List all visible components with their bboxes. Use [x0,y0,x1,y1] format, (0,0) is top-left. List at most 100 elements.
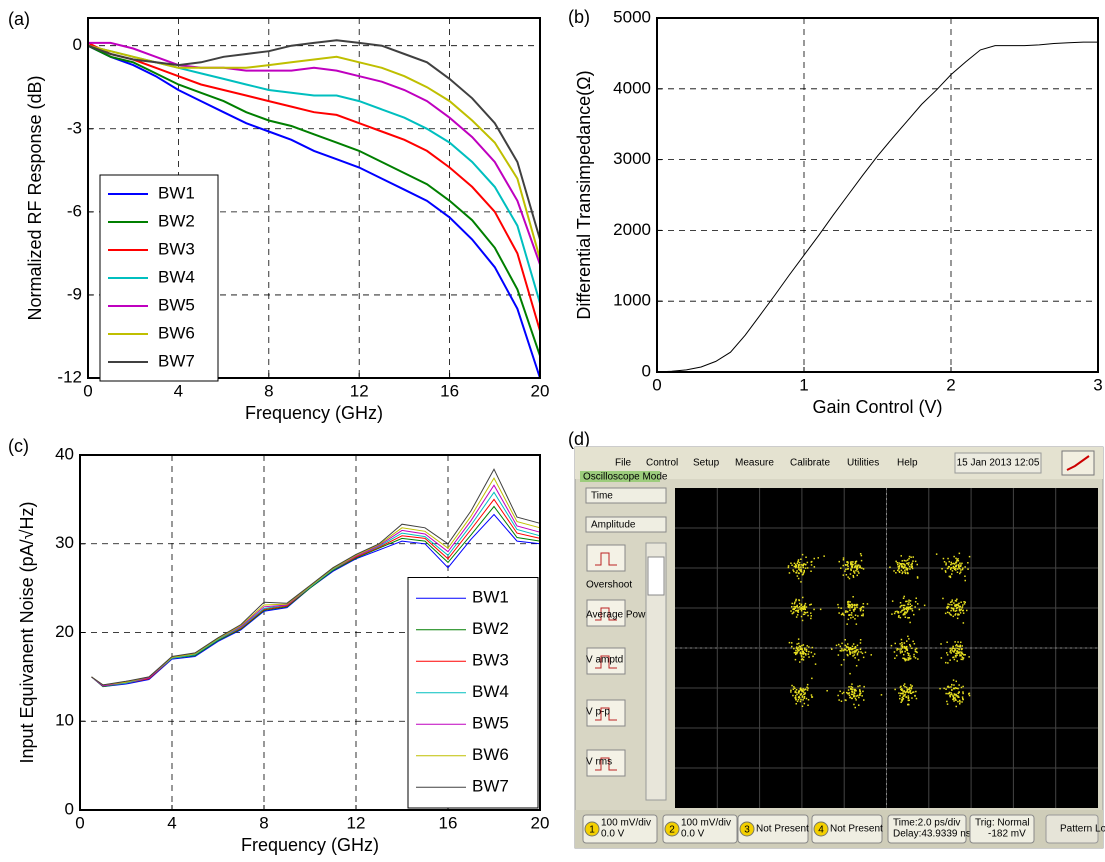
constellation-dot [946,642,948,644]
constellation-dot [953,602,955,604]
pattern-lock: Pattern Lock [1060,824,1105,835]
constellation-dot [845,569,847,571]
constellation-dot [797,575,799,577]
constellation-dot [811,561,813,563]
constellation-dot [953,651,955,653]
constellation-dot [909,644,911,646]
constellation-dot [788,565,790,567]
constellation-dot [861,607,863,609]
constellation-dot [909,568,911,570]
y-tick-label: -9 [67,284,82,303]
constellation-dot [847,693,849,695]
constellation-dot [904,647,906,649]
constellation-dot [796,643,798,645]
constellation-dot [847,566,849,568]
constellation-dot [854,654,856,656]
constellation-dot [858,572,860,574]
constellation-dot [950,610,952,612]
constellation-dot [947,654,949,656]
constellation-dot [957,660,959,662]
constellation-dot [960,655,962,657]
constellation-dot [794,688,796,690]
constellation-dot [800,699,802,701]
constellation-dot [954,697,956,699]
constellation-dot [961,659,963,661]
constellation-dot [856,665,858,667]
x-axis-label: Frequency (GHz) [241,835,379,855]
constellation-dot [907,573,909,575]
constellation-dot [799,661,801,663]
constellation-dot [953,556,955,558]
y-axis-label: Differential Transimpedance(Ω) [574,70,594,319]
constellation-dot [807,705,809,707]
constellation-dot [852,648,854,650]
constellation-dot [901,651,903,653]
constellation-dot [945,662,947,664]
constellation-dot [801,649,803,651]
constellation-dot [861,560,863,562]
constellation-dot [959,653,961,655]
y-tick-label: 20 [55,622,74,641]
constellation-dot [911,688,913,690]
constellation-dot [857,645,859,647]
constellation-dot [960,566,962,568]
constellation-dot [804,703,806,705]
constellation-dot [960,612,962,614]
constellation-dot [803,567,805,569]
constellation-dot [897,648,899,650]
constellation-dot [862,613,864,615]
constellation-dot [865,652,867,654]
constellation-dot [956,655,958,657]
constellation-dot [908,695,910,697]
constellation-dot [802,606,804,608]
constellation-dot [953,563,955,565]
constellation-dot [912,685,914,687]
constellation-dot [855,698,857,700]
constellation-dot [805,654,807,656]
constellation-dot [908,653,910,655]
constellation-dot [917,658,919,660]
constellation-dot [960,645,962,647]
constellation-dot [908,600,910,602]
constellation-dot [851,604,853,606]
constellation-dot [843,692,845,694]
constellation-dot [950,696,952,698]
constellation-dot [840,646,842,648]
constellation-dot [924,605,926,607]
y-tick-label: 3000 [613,149,651,168]
constellation-dot [904,596,906,598]
constellation-dot [801,607,803,609]
constellation-dot [903,568,905,570]
legend-label: BW3 [158,239,195,258]
constellation-dot [797,607,799,609]
constellation-dot [953,657,955,659]
constellation-dot [804,612,806,614]
constellation-dot [790,690,792,692]
constellation-dot [956,560,958,562]
constellation-dot [800,688,802,690]
constellation-dot [963,612,965,614]
constellation-dot [952,647,954,649]
measure-icon [587,545,625,571]
constellation-dot [854,650,856,652]
constellation-dot [849,601,851,603]
constellation-dot [951,601,953,603]
constellation-dot [910,684,912,686]
constellation-dot [908,564,910,566]
constellation-dot [959,701,961,703]
x-tick-label: 8 [264,381,273,400]
constellation-dot [910,600,912,602]
constellation-dot [891,645,893,647]
constellation-dot [807,562,809,564]
constellation-dot [812,647,814,649]
constellation-dot [853,704,855,706]
constellation-dot [914,606,916,608]
constellation-dot [897,570,899,572]
constellation-dot [950,602,952,604]
constellation-dot [909,556,911,558]
constellation-dot [950,686,952,688]
channel-number: 2 [669,825,675,836]
channel-number: 4 [818,825,824,836]
constellation-dot [798,643,800,645]
menu-item: Help [897,458,918,469]
